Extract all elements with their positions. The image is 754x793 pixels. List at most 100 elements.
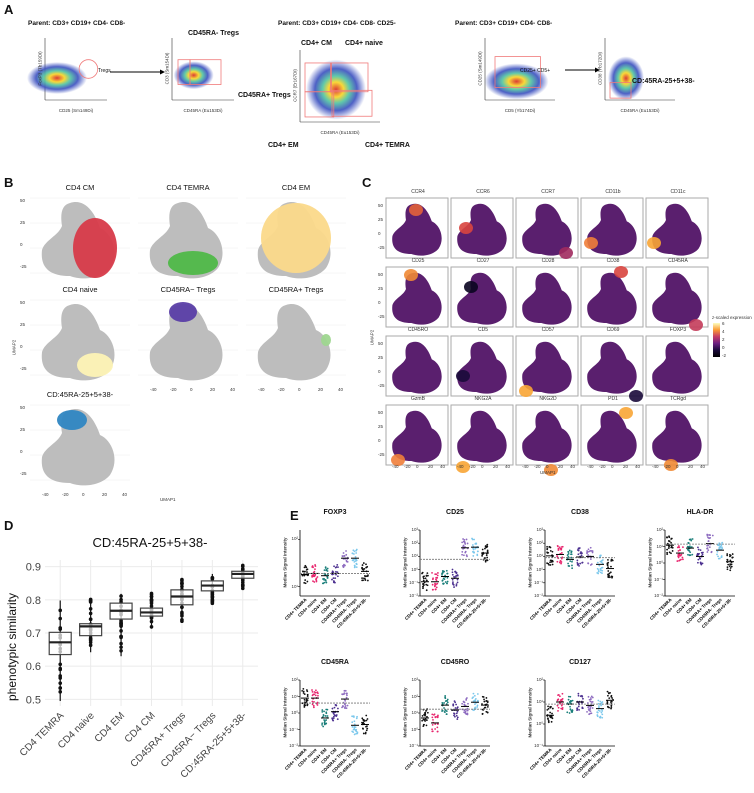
- y-tick-label: 0: [20, 242, 23, 247]
- data-point: [240, 580, 245, 585]
- marker-title: CCR6: [476, 189, 490, 195]
- data-point: [335, 570, 337, 573]
- data-point: [577, 563, 580, 566]
- data-point: [303, 698, 306, 701]
- umap-facet-plot: [246, 197, 346, 279]
- marker-title: CCR4: [411, 189, 425, 195]
- data-point: [720, 556, 723, 559]
- data-point: [599, 560, 602, 563]
- category-points: [576, 547, 584, 567]
- data-point: [578, 708, 580, 711]
- data-point: [697, 546, 699, 549]
- category-points: [586, 546, 594, 566]
- data-point: [726, 559, 729, 561]
- data-point: [431, 578, 434, 581]
- data-point: [476, 693, 479, 695]
- data-point: [607, 566, 610, 569]
- data-point: [58, 681, 63, 685]
- data-point: [58, 686, 63, 690]
- data-point: [611, 558, 614, 561]
- data-point: [324, 578, 327, 581]
- x-tick-label: -40: [652, 464, 659, 469]
- data-point: [587, 554, 590, 556]
- data-point: [425, 589, 428, 592]
- data-point: [425, 574, 428, 577]
- data-point: [325, 719, 327, 721]
- umap-facet-plot: [30, 299, 130, 381]
- y-tick-label: 10¹: [291, 693, 298, 699]
- x-tick-label: 40: [700, 464, 706, 469]
- data-point: [484, 547, 486, 550]
- data-point: [365, 563, 367, 566]
- umap-facet-plot: [138, 299, 238, 381]
- x-tick-label: -20: [278, 387, 285, 392]
- x-tick-label: -20: [469, 464, 476, 469]
- data-point: [441, 710, 443, 712]
- y-tick-label: 10⁻²: [654, 593, 663, 598]
- y-tick-label: 10⁰: [411, 726, 418, 732]
- y-tick-label: 10¹: [536, 553, 543, 559]
- data-point: [606, 562, 609, 565]
- data-point: [344, 689, 347, 692]
- x-tick-label: -20: [599, 464, 606, 469]
- data-point: [453, 700, 456, 703]
- marker-expression-plot: [385, 266, 449, 328]
- data-point: [471, 537, 473, 540]
- data-point: [303, 706, 306, 708]
- data-point: [341, 693, 344, 696]
- data-point: [454, 715, 456, 718]
- data-point: [331, 717, 334, 720]
- category-points: [351, 715, 359, 736]
- colorbar-tick: 0: [722, 345, 725, 350]
- data-point: [332, 577, 335, 579]
- data-point: [312, 704, 315, 707]
- data-point: [322, 725, 325, 728]
- category-points: [586, 695, 594, 716]
- data-point: [351, 715, 353, 718]
- data-point: [666, 548, 669, 551]
- data-point: [361, 717, 364, 720]
- data-point: [472, 555, 475, 557]
- data-point: [441, 579, 444, 582]
- data-point: [486, 701, 489, 704]
- data-point: [119, 635, 123, 640]
- data-point: [443, 570, 446, 573]
- data-point: [332, 580, 335, 582]
- data-point: [579, 562, 582, 565]
- y-tick-label: 10⁰: [536, 566, 543, 572]
- x-tick-label: -40: [457, 464, 464, 469]
- data-point: [589, 707, 592, 710]
- data-point: [671, 550, 674, 552]
- data-point: [455, 703, 458, 706]
- data-point: [314, 568, 316, 571]
- category-points: [726, 553, 734, 572]
- data-point: [454, 707, 457, 709]
- data-point: [549, 715, 551, 718]
- data-point: [549, 561, 551, 564]
- colorbar-tick: 4: [722, 329, 725, 334]
- data-point: [316, 576, 319, 578]
- data-point: [586, 710, 588, 713]
- data-point: [710, 550, 713, 553]
- data-point: [607, 576, 610, 579]
- data-point: [444, 709, 447, 712]
- marker-expression-plot: [385, 404, 449, 466]
- data-point: [484, 545, 487, 547]
- data-point: [688, 550, 691, 552]
- y-tick-label: 0: [378, 231, 381, 236]
- data-point: [365, 714, 368, 717]
- data-point: [364, 579, 367, 581]
- y-tick-label: 10³: [411, 677, 418, 682]
- data-point: [342, 704, 344, 707]
- data-point: [586, 551, 588, 554]
- data-point: [311, 694, 314, 697]
- data-point: [353, 550, 356, 553]
- data-point: [353, 553, 355, 555]
- y-tick-label: 10⁻²: [289, 743, 298, 748]
- data-point: [464, 712, 467, 714]
- data-point: [587, 562, 590, 565]
- data-point: [149, 604, 154, 608]
- data-point: [304, 564, 307, 567]
